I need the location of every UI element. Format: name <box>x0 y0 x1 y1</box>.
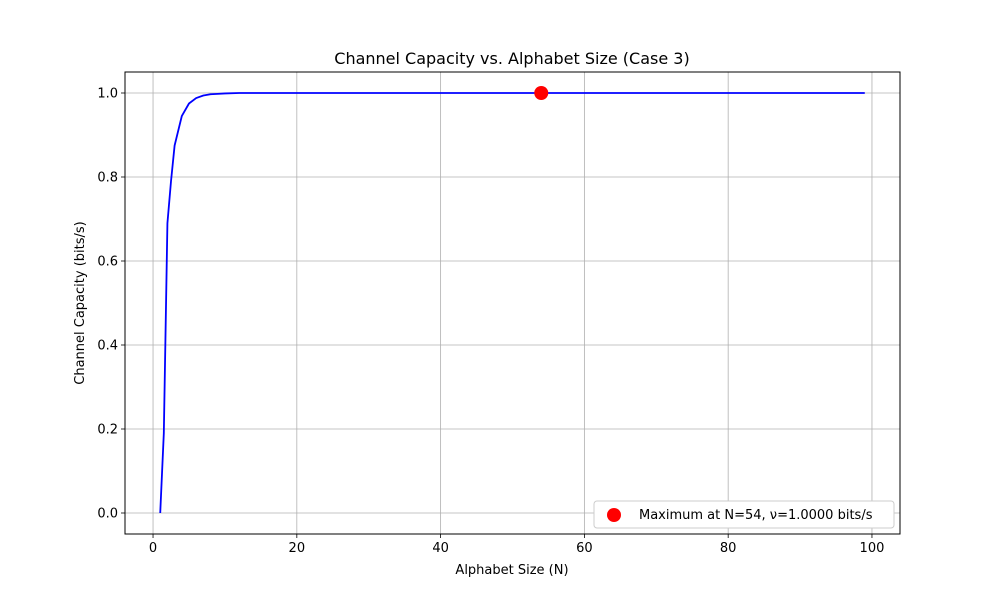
y-tick-label: 0.4 <box>97 339 118 354</box>
y-tick-label: 0.8 <box>97 171 118 186</box>
x-tick-label: 100 <box>860 541 885 556</box>
x-axis-label: Alphabet Size (N) <box>455 563 568 578</box>
legend-marker <box>607 508 621 522</box>
x-tick-label: 0 <box>149 541 157 556</box>
y-tick-label: 1.0 <box>97 87 118 102</box>
y-tick-label: 0.2 <box>97 423 118 438</box>
y-tick-label: 0.6 <box>97 255 118 270</box>
x-tick-label: 40 <box>432 541 449 556</box>
legend: Maximum at N=54, ν=1.0000 bits/s <box>593 500 895 529</box>
maximum-point <box>534 86 549 100</box>
x-tick-label: 20 <box>289 541 306 556</box>
y-axis-label: Channel Capacity (bits/s) <box>73 221 88 384</box>
plot-frame <box>124 71 901 535</box>
capacity-line <box>159 92 865 514</box>
plot-series <box>159 86 865 514</box>
x-tick-label: 80 <box>720 541 737 556</box>
grid-lines <box>125 72 900 534</box>
x-tick-label: 60 <box>576 541 593 556</box>
y-axis-ticks: 0.0 0.2 0.4 0.6 0.8 1.0 <box>97 87 125 522</box>
x-axis-ticks: 0 20 40 60 80 100 <box>149 534 884 556</box>
chart-title: Channel Capacity vs. Alphabet Size (Case… <box>334 49 689 68</box>
legend-label: Maximum at N=54, ν=1.0000 bits/s <box>639 508 873 523</box>
legend-box <box>593 500 895 529</box>
y-tick-label: 0.0 <box>97 507 118 522</box>
